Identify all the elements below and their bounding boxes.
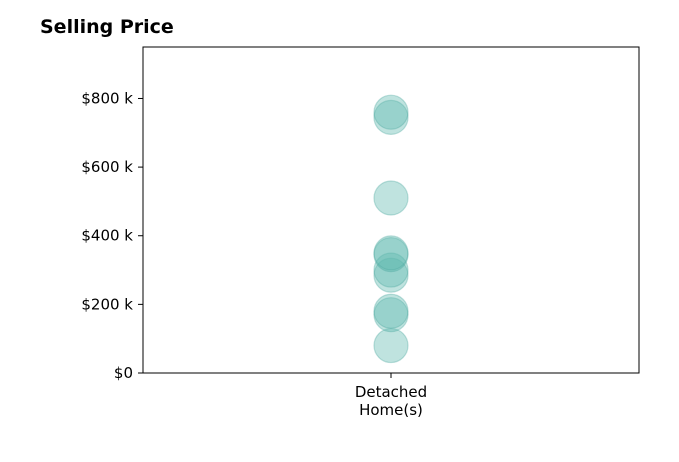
data-point	[373, 94, 409, 130]
data-point	[373, 297, 409, 333]
data-point	[373, 257, 409, 293]
data-point	[373, 293, 409, 329]
data-point	[373, 235, 409, 271]
x-axis: Detached Home(s)	[355, 373, 427, 419]
y-tick-label: $800 k	[81, 89, 133, 107]
y-tick-label: $200 k	[81, 295, 133, 313]
data-point	[373, 180, 409, 216]
points-layer	[373, 94, 409, 364]
y-tick-label: $0	[114, 364, 133, 382]
data-point	[373, 99, 409, 135]
x-tick-label: Detached Home(s)	[355, 383, 427, 419]
data-point	[373, 327, 409, 364]
chart-title: Selling Price	[40, 16, 174, 38]
y-tick-label: $600 k	[81, 158, 133, 176]
data-point	[373, 237, 409, 273]
y-tick-label: $400 k	[81, 227, 133, 245]
y-axis: $0 $200 k $400 k $600 k $800 k	[81, 89, 143, 382]
data-point	[373, 252, 409, 288]
